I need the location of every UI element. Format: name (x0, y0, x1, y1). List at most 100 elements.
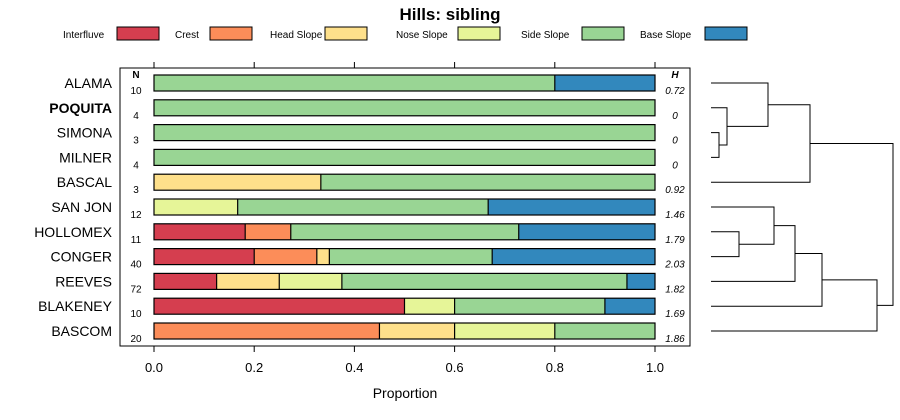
legend-label: Head Slope (270, 30, 323, 41)
row-label: REEVES (55, 273, 112, 289)
plot-panel (119, 67, 691, 347)
row-label: SAN JON (51, 199, 112, 215)
row-label: CONGER (51, 249, 112, 265)
bar-milner (153, 148, 656, 166)
h-column-header: H (671, 70, 679, 81)
bar-segment (154, 75, 555, 91)
bar-segment (245, 223, 291, 240)
legend-swatch (457, 26, 501, 41)
bar-segment (279, 273, 342, 290)
bar-segment (154, 273, 217, 290)
bars (153, 74, 656, 340)
legend-label: Base Slope (640, 30, 692, 41)
n-value: 12 (130, 210, 142, 221)
bar-segment (216, 273, 280, 290)
row-label: BLAKENEY (38, 298, 113, 314)
bar-reeves (153, 272, 656, 290)
bar-segment (154, 223, 246, 240)
bar-segment (604, 298, 655, 315)
row-label: MILNER (59, 149, 112, 165)
x-tick-label: 0.0 (145, 360, 163, 375)
bar-segment (329, 248, 493, 265)
h-column: 0.72 0 0 0 0.92 1.46 1.79 2.03 1.82 1.69 1.86 (664, 86, 685, 345)
bar-segment (554, 75, 655, 91)
n-value: 72 (130, 284, 142, 295)
dendrogram-branch (711, 82, 769, 127)
h-value: 0.72 (665, 86, 685, 97)
bar-outline (153, 173, 656, 191)
dendrogram-branch (711, 104, 811, 183)
x-tick-label: 0.4 (345, 360, 363, 375)
row-label: HOLLOMEX (34, 224, 112, 240)
bar-segment (154, 174, 321, 191)
bar-outline (153, 248, 656, 266)
bar-outline (153, 223, 656, 241)
dendrogram-branch (711, 132, 720, 158)
h-value: 2.03 (664, 260, 685, 271)
bar-segment (404, 298, 455, 315)
n-value: 10 (130, 86, 142, 97)
bar-segment (254, 248, 317, 265)
row-label: BASCAL (57, 174, 112, 190)
n-value: 40 (130, 260, 142, 271)
h-value: 0 (672, 111, 678, 122)
bar-san-jon (153, 198, 656, 216)
h-value: 1.69 (665, 309, 685, 320)
bar-alama (153, 74, 656, 92)
bar-simona (153, 123, 656, 142)
bar-segment (154, 199, 238, 215)
n-value: 10 (130, 309, 142, 320)
bar-segment (379, 323, 455, 339)
row-label: POQUITA (49, 100, 112, 116)
dendrogram-branch (877, 142, 894, 306)
legend-swatch (209, 26, 253, 41)
h-value: 0 (672, 160, 678, 171)
bar-segment (154, 323, 380, 339)
x-tick-label: 0.8 (546, 360, 564, 375)
n-value: 4 (133, 160, 139, 171)
bar-segment (154, 149, 655, 166)
h-value: 1.79 (665, 235, 685, 246)
bar-segment (626, 273, 655, 290)
bar-bascal (153, 173, 656, 191)
row-label: SIMONA (57, 125, 113, 141)
bar-segment (488, 199, 655, 215)
dendrogram-branch (711, 253, 823, 307)
legend-label: Side Slope (521, 30, 570, 41)
h-value: 1.86 (665, 334, 685, 345)
dendrogram-branch (711, 231, 740, 258)
legend-swatch (324, 26, 368, 41)
bar-segment (341, 273, 627, 290)
bar-segment (492, 248, 655, 265)
bar-conger (153, 248, 656, 266)
n-value: 3 (133, 136, 139, 147)
legend-label: Interfluve (63, 30, 105, 41)
h-value: 0 (672, 136, 678, 147)
bar-poquita (153, 99, 656, 117)
bar-outline (153, 198, 656, 216)
n-column: 10 4 3 4 3 12 11 40 72 10 20 (130, 86, 142, 345)
legend-label: Crest (175, 30, 199, 41)
bar-segment (154, 248, 255, 265)
n-value: 11 (131, 235, 142, 246)
legend-swatch (704, 26, 748, 41)
bar-blakeney (153, 297, 656, 315)
bar-segment (554, 323, 655, 339)
h-value: 0.92 (665, 185, 685, 196)
n-column-header: N (132, 70, 139, 81)
bar-outline (153, 74, 656, 92)
row-labels: ALAMA POQUITA SIMONA MILNER BASCAL SAN JON HOL… (34, 75, 112, 339)
bar-segment (320, 174, 655, 191)
dendrogram-branch (711, 279, 878, 332)
x-axis-label: Proportion (373, 385, 438, 401)
h-value: 1.82 (665, 284, 685, 295)
dendrogram (711, 82, 894, 332)
n-value: 20 (130, 334, 142, 345)
row-label: BASCOM (51, 323, 112, 339)
chart-title: Hills: sibling (399, 5, 500, 24)
bar-bascom (153, 322, 656, 340)
bar-segment (154, 124, 655, 141)
bar-segment (154, 99, 655, 116)
bar-segment (518, 223, 655, 240)
